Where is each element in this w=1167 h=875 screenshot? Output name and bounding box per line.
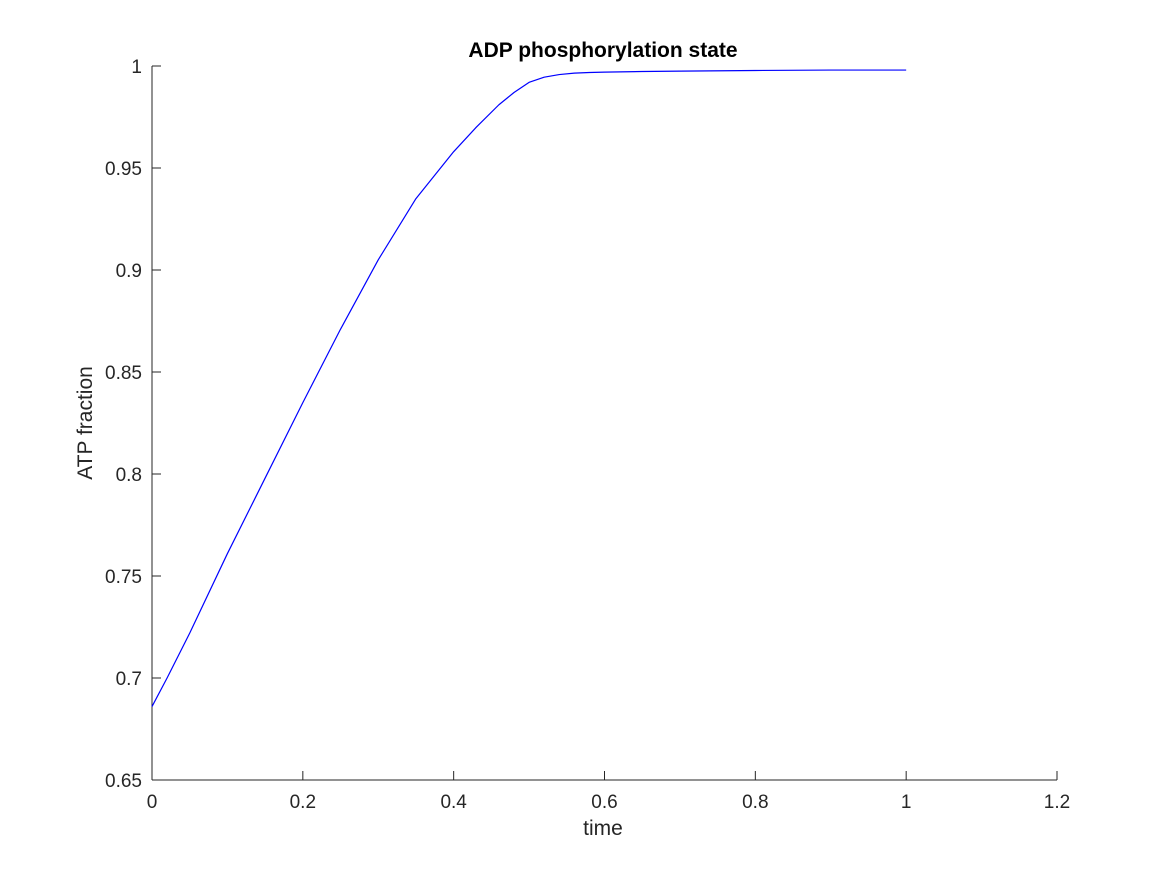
series-layer — [151, 69, 907, 707]
axes: 0 0.2 0.4 0.6 0.8 1 1.2 0.65 0.7 0.75 0.8 0.85 0.9 0.… — [105, 57, 1070, 813]
y-tick-label: 1 — [131, 57, 142, 78]
x-tick-label: 1.2 — [1044, 792, 1070, 813]
y-axis-label: ATP fraction — [74, 366, 97, 480]
x-tick-label: 0.4 — [440, 792, 467, 813]
x-axis-label: time — [583, 817, 623, 840]
y-tick-label: 0.9 — [116, 261, 142, 282]
x-tick-label: 0.8 — [742, 792, 768, 813]
y-tick-label: 0.95 — [105, 159, 142, 180]
y-tick-label: 0.8 — [116, 465, 142, 486]
y-tick-label: 0.75 — [105, 567, 142, 588]
x-tick-label: 0.6 — [591, 792, 617, 813]
y-tick-label: 0.85 — [105, 363, 142, 384]
series-line — [151, 69, 907, 707]
chart-title: ADP phosphorylation state — [468, 39, 737, 62]
x-tick-label: 0 — [147, 792, 158, 813]
x-tick-label: 0.2 — [290, 792, 316, 813]
y-tick-label: 0.7 — [116, 669, 142, 690]
y-tick-label: 0.65 — [105, 771, 142, 792]
x-tick-label: 1 — [901, 792, 912, 813]
